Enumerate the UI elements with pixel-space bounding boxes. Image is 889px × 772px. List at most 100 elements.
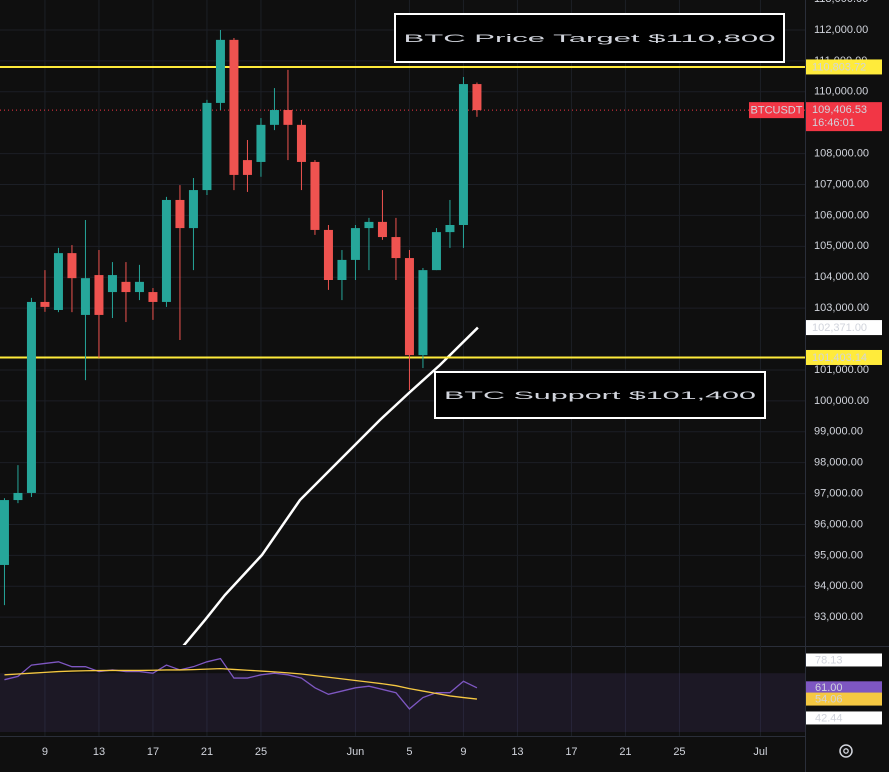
- candle-body: [188, 190, 198, 229]
- settings-ring: [839, 744, 853, 758]
- level-tag: 78.13: [815, 654, 843, 666]
- candle-body: [283, 110, 293, 125]
- candle-body: [377, 221, 387, 238]
- price-pane: [0, 29, 805, 645]
- x-tick-label: Jun: [347, 746, 365, 758]
- candle-body: [53, 253, 63, 310]
- x-tick-label: 13: [511, 746, 523, 758]
- y-tick-label: 105,000.00: [814, 240, 869, 252]
- candle-body: [94, 275, 104, 315]
- tags: BTC Price Target $110,800 BTC Support $10…: [394, 13, 882, 725]
- x-tick-label: 21: [619, 746, 631, 758]
- candle-body: [431, 232, 441, 271]
- candle-body: [175, 199, 185, 229]
- candle-body: [310, 161, 320, 230]
- candle-body: [134, 281, 144, 293]
- hline-tag-bg: [806, 349, 882, 365]
- last-value-tag: 54.06: [815, 693, 843, 705]
- candle-body: [80, 278, 90, 315]
- candle-body: [148, 292, 158, 302]
- candle-body: [0, 500, 9, 565]
- y-tick-label: 108,000.00: [814, 148, 869, 160]
- candle-body: [472, 84, 482, 111]
- candle-body: [215, 39, 225, 103]
- indicator-line: [4, 667, 478, 700]
- countdown: 16:46:01: [812, 117, 855, 129]
- y-tick-label: 99,000.00: [814, 426, 863, 438]
- candle-body: [40, 301, 50, 307]
- candle-body: [202, 102, 212, 191]
- candle-body: [391, 237, 401, 259]
- candle-body: [337, 259, 347, 281]
- candle-body: [242, 160, 252, 175]
- candle-body: [404, 258, 414, 356]
- y-tick-label: 97,000.00: [814, 487, 863, 499]
- y-tick-label: 93,000.00: [814, 611, 863, 623]
- candle-body: [229, 39, 239, 175]
- x-tick-label: 17: [565, 746, 577, 758]
- rsi-band: [0, 673, 805, 732]
- x-tick-label: 9: [42, 746, 48, 758]
- trendline-tag-bg: [806, 320, 882, 336]
- x-tick-label: 25: [255, 746, 267, 758]
- x-tick-label: 21: [201, 746, 213, 758]
- x-tick-label: 17: [147, 746, 159, 758]
- y-tick-label: 104,000.00: [814, 271, 869, 283]
- level-tag: 42.44: [815, 712, 843, 724]
- candle-body: [107, 275, 117, 293]
- x-tick-label: 9: [460, 746, 466, 758]
- y-tick-label: 103,000.00: [814, 302, 869, 314]
- candle-body: [26, 301, 36, 493]
- candle-body: [323, 229, 333, 281]
- level-tag-bg: [806, 711, 882, 725]
- hline-tag-bg: [806, 59, 882, 75]
- settings-icon[interactable]: [839, 744, 853, 758]
- annotation-box: [434, 371, 766, 419]
- y-tick-label: 96,000.00: [814, 518, 863, 530]
- x-tick-label: Jul: [753, 746, 767, 758]
- candle-body: [364, 221, 374, 229]
- annotation-text: BTC Support $101,400: [444, 390, 756, 402]
- rsi-pane: [0, 657, 805, 732]
- candle-body: [418, 270, 428, 356]
- x-tick-label: 5: [406, 746, 412, 758]
- y-tick-label: 113,000.00: [814, 0, 868, 5]
- last-value-tag: 61.00: [815, 682, 843, 694]
- y-tick-label: 110,000.00: [814, 86, 868, 98]
- indicator-line: [4, 657, 478, 710]
- y-tick-label: 98,000.00: [814, 457, 863, 469]
- candle-body: [269, 110, 279, 125]
- candle-body: [458, 84, 468, 225]
- y-tick-label: 112,000.00: [814, 24, 868, 36]
- annotation-text: BTC Price Target $110,800: [404, 33, 776, 45]
- trendline: [182, 326, 479, 645]
- candle-body: [161, 199, 171, 302]
- y-tick-label: 95,000.00: [814, 549, 863, 561]
- last-value-tag-bg: [806, 681, 882, 695]
- level-tag-bg: [806, 653, 882, 667]
- x-tick-label: 13: [93, 746, 105, 758]
- settings-center: [843, 748, 849, 754]
- y-tick-label: 106,000.00: [814, 209, 869, 221]
- candle-body: [256, 124, 266, 162]
- candle-body: [445, 224, 455, 233]
- trendline-tag: 102,371.00: [812, 322, 867, 334]
- hline-tag: 101,403.14: [812, 352, 867, 364]
- annotation-box: [394, 13, 785, 63]
- price-tag: 109,406.53: [812, 104, 867, 116]
- x-tick-label: 25: [673, 746, 685, 758]
- candle-body: [67, 253, 77, 279]
- last-value-tag-bg: [806, 692, 882, 706]
- y-tick-label: 101,000.00: [814, 364, 869, 376]
- symbol-tag: BTCUSDT: [751, 105, 803, 117]
- y-tick-label: 94,000.00: [814, 580, 863, 592]
- symbol-tag-bg: [749, 102, 804, 119]
- price-tag-bg: [806, 102, 882, 132]
- candle-body: [350, 228, 360, 260]
- candle-body: [121, 281, 131, 293]
- candle-body: [13, 492, 23, 501]
- candle-body: [296, 124, 306, 162]
- y-tick-label: 100,000.00: [814, 395, 869, 407]
